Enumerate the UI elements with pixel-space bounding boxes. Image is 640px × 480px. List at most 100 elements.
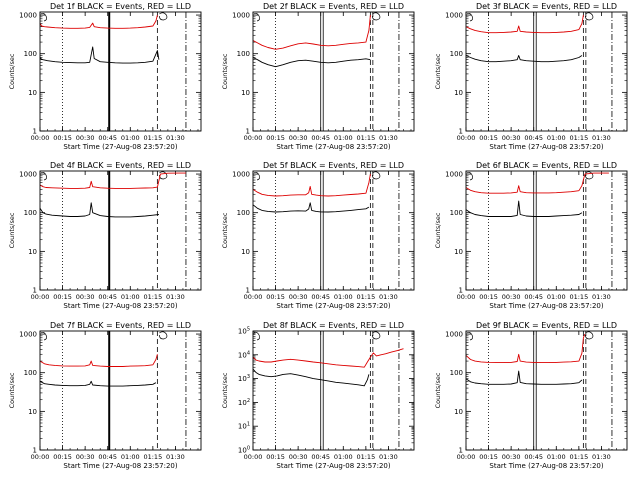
x-tick-label: 01:15	[569, 134, 588, 142]
x-tick-label: 00:15	[266, 293, 285, 301]
x-tick-label: 00:45	[524, 293, 543, 301]
plot-panel-4: Det 4f BLACK = Events, RED = LLD Start Ti…	[8, 161, 202, 310]
x-tick-label: 00:45	[311, 134, 330, 142]
plot-title: Det 7f BLACK = Events, RED = LLD	[50, 321, 191, 330]
y-tick-label: 1	[33, 287, 37, 295]
x-tick-label: 00:30	[289, 453, 308, 461]
x-tick-label: 00:45	[98, 453, 117, 461]
y-tick-label: 1000	[445, 12, 463, 20]
y-tick-label: 1000	[19, 171, 37, 179]
x-tick-label: 00:00	[31, 134, 50, 142]
y-tick-label: 1	[246, 128, 250, 136]
plot-title: Det 8f BLACK = Events, RED = LLD	[263, 321, 404, 330]
x-tick-label: 00:00	[31, 293, 50, 301]
series-lld-line	[252, 348, 404, 368]
y-axis-label: Counts/sec	[8, 53, 16, 89]
x-tick-label: 00:15	[479, 453, 498, 461]
y-tick-label: 1	[459, 447, 463, 455]
x-tick-label: 00:00	[244, 134, 263, 142]
y-tick-label: 104	[238, 350, 250, 359]
y-axis-label: Counts/sec	[221, 53, 229, 89]
x-tick-label: 01:00	[121, 293, 140, 301]
y-tick-label: 1000	[232, 12, 250, 20]
plot-frame	[252, 170, 415, 291]
x-tick-label: 00:45	[98, 134, 117, 142]
y-tick-label: 103	[238, 374, 250, 383]
x-tick-label: 00:00	[244, 293, 263, 301]
x-axis-label: Start Time (27-Aug-08 23:57:20)	[63, 462, 177, 470]
corner-glyph-right	[372, 12, 381, 21]
x-tick-label: 00:15	[479, 134, 498, 142]
y-tick-label: 1	[459, 287, 463, 295]
corner-glyph-right	[159, 331, 168, 340]
y-axis-label: Counts/sec	[8, 372, 16, 408]
y-tick-label: 10	[454, 408, 463, 416]
series-events-line	[39, 202, 159, 218]
plot-frame	[465, 170, 628, 291]
x-tick-label: 00:15	[266, 134, 285, 142]
y-axis-label: Counts/sec	[221, 372, 229, 408]
x-tick-label: 00:45	[524, 134, 543, 142]
series-events-line	[252, 57, 371, 68]
y-axis-label: Counts/sec	[221, 212, 229, 248]
x-tick-label: 01:30	[379, 453, 398, 461]
plot-panel-7: Det 7f BLACK = Events, RED = LLD Start Ti…	[8, 321, 202, 470]
corner-glyph-left	[466, 171, 474, 181]
y-tick-label: 100	[24, 50, 37, 58]
x-tick-label: 01:00	[547, 453, 566, 461]
plot-panel-2: Det 2f BLACK = Events, RED = LLD Start Ti…	[221, 2, 415, 151]
series-lld-line	[465, 333, 586, 364]
y-tick-label: 100	[24, 369, 37, 377]
plot-frame	[465, 11, 628, 132]
x-tick-label: 00:45	[311, 293, 330, 301]
y-tick-label: 1000	[19, 331, 37, 339]
x-tick-label: 01:00	[334, 293, 353, 301]
series-events-line	[465, 200, 583, 217]
x-tick-label: 01:30	[166, 453, 185, 461]
corner-glyph-right	[372, 171, 381, 180]
corner-glyph-left	[466, 12, 474, 22]
x-axis-label: Start Time (27-Aug-08 23:57:20)	[63, 302, 177, 310]
series-events-line	[252, 368, 370, 387]
x-tick-label: 01:30	[592, 134, 611, 142]
y-tick-label: 100	[237, 209, 250, 217]
y-tick-label: 10	[241, 248, 250, 256]
x-tick-label: 01:30	[379, 293, 398, 301]
x-tick-label: 01:15	[143, 453, 162, 461]
x-axis-label: Start Time (27-Aug-08 23:57:20)	[276, 462, 390, 470]
series-lld-line	[465, 15, 584, 34]
x-tick-label: 01:15	[569, 453, 588, 461]
x-tick-label: 01:00	[547, 293, 566, 301]
x-tick-label: 01:30	[166, 293, 185, 301]
series-events-line	[465, 55, 583, 63]
corner-glyph-left	[253, 12, 261, 22]
x-tick-label: 00:30	[502, 134, 521, 142]
x-tick-label: 01:00	[547, 134, 566, 142]
x-tick-label: 00:15	[53, 293, 72, 301]
x-tick-label: 00:30	[289, 293, 308, 301]
y-tick-label: 1000	[445, 171, 463, 179]
y-axis-label: Counts/sec	[434, 372, 442, 408]
plot-title: Det 1f BLACK = Events, RED = LLD	[50, 2, 191, 11]
x-tick-label: 00:00	[457, 453, 476, 461]
y-tick-label: 10	[454, 248, 463, 256]
x-tick-label: 01:15	[356, 293, 375, 301]
x-tick-label: 00:00	[244, 453, 263, 461]
y-tick-label: 10	[28, 248, 37, 256]
plot-title: Det 6f BLACK = Events, RED = LLD	[476, 161, 617, 170]
x-tick-label: 00:00	[457, 134, 476, 142]
corner-glyph-right	[159, 12, 168, 21]
plot-title: Det 3f BLACK = Events, RED = LLD	[476, 2, 617, 11]
corner-glyph-right	[585, 171, 594, 180]
plot-frame	[465, 330, 628, 451]
y-tick-label: 10	[28, 89, 37, 97]
x-axis-label: Start Time (27-Aug-08 23:57:20)	[489, 462, 603, 470]
x-tick-label: 01:00	[121, 453, 140, 461]
y-tick-label: 1000	[445, 331, 463, 339]
x-tick-label: 00:15	[53, 134, 72, 142]
x-tick-label: 01:00	[334, 453, 353, 461]
y-tick-label: 1	[33, 128, 37, 136]
x-tick-label: 01:00	[121, 134, 140, 142]
corner-glyph-left	[40, 12, 48, 22]
x-tick-label: 00:45	[524, 453, 543, 461]
